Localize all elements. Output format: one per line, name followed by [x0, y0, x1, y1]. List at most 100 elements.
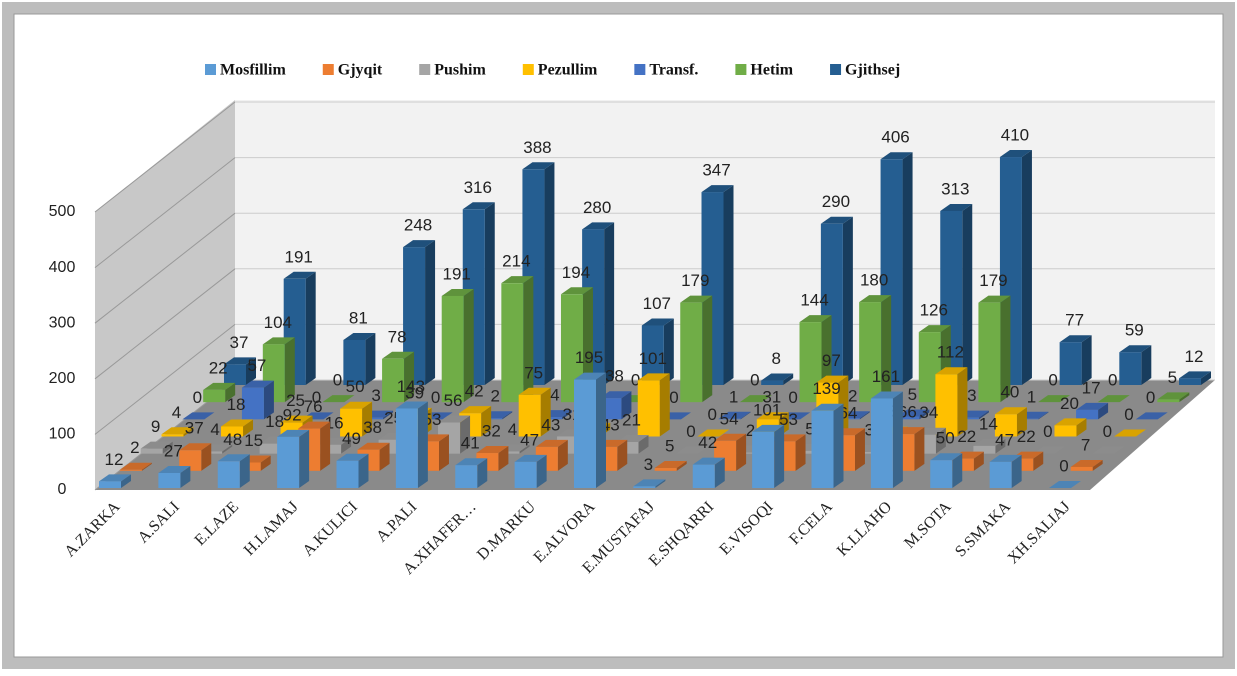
data-label: 0 [631, 371, 640, 390]
bar [761, 373, 794, 385]
bar [203, 382, 236, 403]
data-label: 290 [822, 192, 850, 211]
bar [1135, 412, 1168, 420]
bar [161, 427, 194, 437]
y-tick-label: 100 [49, 426, 76, 443]
data-label: 43 [541, 415, 560, 434]
bar [224, 357, 256, 385]
legend-swatch [205, 64, 216, 75]
bar [1059, 335, 1092, 385]
bar [1157, 392, 1190, 403]
data-label: 47 [520, 430, 539, 449]
data-label: 3 [371, 386, 380, 405]
data-label: 15 [244, 431, 263, 450]
bar [1097, 395, 1130, 403]
data-label: 32 [482, 422, 501, 441]
bar [277, 429, 310, 488]
legend-swatch [634, 64, 646, 75]
bar [343, 332, 376, 385]
data-label: 31 [762, 388, 781, 407]
data-label: 21 [622, 410, 641, 429]
data-label: 0 [1103, 422, 1112, 441]
data-label: 2 [746, 421, 755, 440]
data-label: 104 [264, 313, 292, 332]
legend-label: Hetim [750, 62, 793, 79]
legend-swatch [522, 64, 534, 75]
data-label: 179 [681, 271, 709, 290]
data-label: 40 [1000, 383, 1019, 402]
data-label: 112 [937, 343, 964, 362]
data-label: 59 [1125, 321, 1144, 340]
bar [518, 387, 551, 437]
data-label: 14 [979, 414, 998, 433]
data-label: 347 [702, 161, 730, 180]
bar [241, 380, 274, 420]
data-label: 410 [1001, 126, 1029, 145]
bar [692, 457, 725, 488]
data-label: 27 [164, 441, 183, 460]
bar [680, 295, 713, 403]
data-label: 54 [720, 409, 739, 428]
legend-swatch [419, 64, 431, 75]
bar [637, 373, 670, 437]
data-label: 42 [698, 433, 717, 452]
legend-swatch [322, 64, 334, 75]
bar [1076, 402, 1109, 420]
bar [859, 295, 892, 403]
data-label: 78 [388, 327, 407, 346]
bar [675, 446, 708, 454]
data-label: 388 [523, 138, 551, 157]
data-label: 22 [957, 427, 976, 446]
legend-label: Gjyqit [338, 62, 383, 79]
y-tick-label: 200 [49, 370, 76, 387]
bar [633, 479, 666, 488]
data-label: 5 [908, 385, 917, 404]
bar [870, 391, 903, 488]
data-label: 101 [639, 349, 667, 368]
bar [989, 454, 1022, 488]
data-label: 143 [397, 377, 425, 396]
bar [441, 288, 474, 403]
bar [119, 462, 152, 471]
bar [221, 419, 254, 437]
data-label: 0 [750, 371, 759, 390]
data-label: 49 [342, 429, 361, 448]
data-label: 41 [461, 434, 480, 453]
legend-swatch [830, 64, 842, 75]
data-label: 0 [1048, 371, 1057, 390]
bar [322, 395, 355, 403]
legend-label: Mosfillim [220, 62, 286, 79]
data-label: 37 [185, 419, 204, 438]
legend-label: Transf. [649, 62, 698, 79]
data-label: 57 [247, 356, 266, 375]
data-label: 2 [130, 438, 139, 457]
data-label: 4 [210, 420, 219, 439]
data-label: 3 [865, 420, 874, 439]
data-label: 81 [349, 308, 368, 327]
bar [476, 446, 509, 471]
data-label: 38 [363, 418, 382, 437]
data-label: 179 [979, 271, 1007, 290]
data-label: 195 [575, 348, 603, 367]
data-label: 3 [644, 455, 653, 474]
data-label: 39 [405, 383, 424, 402]
data-label: 0 [708, 405, 717, 424]
data-label: 12 [105, 450, 124, 469]
grid-line [94, 268, 236, 380]
bar [1179, 371, 1211, 385]
data-label: 77 [1065, 311, 1084, 330]
data-label: 9 [151, 417, 160, 436]
bar [739, 395, 772, 403]
data-label: 0 [1146, 388, 1155, 407]
bar [158, 465, 191, 488]
data-label: 17 [1082, 378, 1101, 397]
bar [403, 240, 436, 385]
data-label: 126 [920, 301, 948, 320]
data-label: 12 [1185, 347, 1204, 366]
bar [994, 407, 1027, 437]
data-label: 194 [562, 263, 590, 282]
data-label: 50 [346, 377, 365, 396]
data-label: 280 [583, 198, 611, 217]
y-tick-label: 0 [58, 481, 67, 498]
